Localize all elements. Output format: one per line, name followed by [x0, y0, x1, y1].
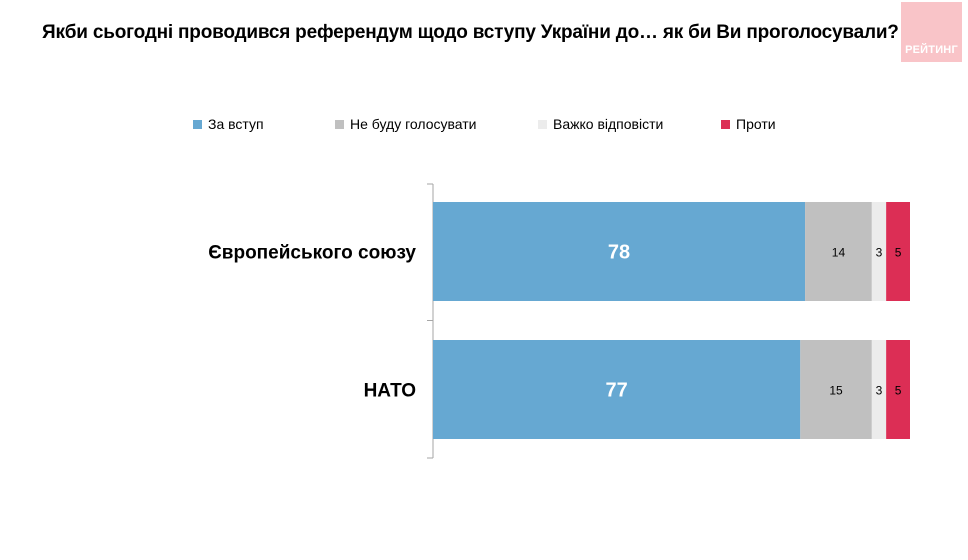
data-label-hard-to-say-1: 3: [876, 384, 883, 398]
bar-segment-for-0: [433, 202, 806, 301]
bar-segment-for-1: [433, 340, 801, 439]
legend-label-will-not-vote: Не буду голосувати: [350, 116, 477, 132]
legend-item-for: За вступ: [193, 116, 264, 132]
legend-item-hard-to-say: Важко відповісти: [538, 116, 663, 132]
bar-segment-hard-to-say-1: [871, 340, 887, 439]
bar-segment-against-0: [886, 202, 910, 301]
chart-legend: За вступ Не буду голосувати Важко відпов…: [0, 116, 968, 136]
legend-swatch-will-not-vote: [335, 119, 344, 129]
data-label-for-1: 77: [606, 380, 628, 402]
data-label-hard-to-say-0: 3: [876, 246, 883, 260]
bar-segment-against-1: [886, 340, 910, 439]
bar-segment-hard-to-say-0: [871, 202, 887, 301]
bar-segment-will-not-vote-0: [805, 202, 872, 301]
category-label-1: НАТО: [364, 381, 416, 402]
legend-label-against: Проти: [736, 116, 776, 132]
legend-swatch-for: [193, 119, 202, 129]
chart-title: Якби сьогодні проводився референдум щодо…: [42, 22, 899, 43]
legend-label-hard-to-say: Важко відповісти: [553, 116, 664, 132]
data-label-against-0: 5: [895, 246, 902, 260]
data-label-against-1: 5: [895, 384, 902, 398]
data-label-will-not-vote-1: 15: [829, 384, 843, 398]
rating-logo: РЕЙТИНГ: [901, 2, 962, 62]
legend-item-against: Проти: [721, 116, 776, 132]
data-label-will-not-vote-0: 14: [832, 246, 846, 260]
legend-swatch-against: [721, 119, 730, 129]
data-label-for-0: 78: [608, 242, 630, 264]
legend-item-will-not-vote: Не буду голосувати: [335, 116, 476, 132]
bar-segment-will-not-vote-1: [800, 340, 872, 439]
category-label-0: Європейського союзу: [208, 243, 416, 264]
legend-swatch-hard-to-say: [538, 119, 547, 129]
legend-label-for: За вступ: [208, 116, 264, 132]
